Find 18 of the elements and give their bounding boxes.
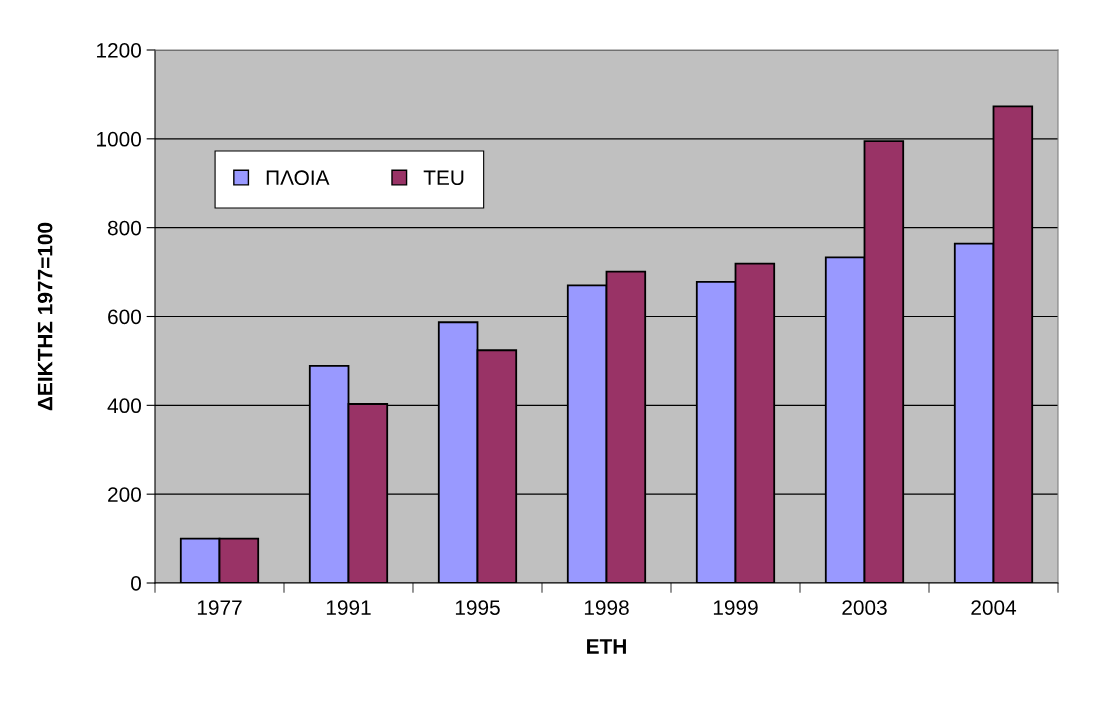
x-tick-label: 1977: [197, 600, 242, 615]
y-tick-label: 200: [108, 487, 141, 502]
y-tick-label: 1200: [97, 43, 141, 58]
legend-label: TEU: [423, 170, 464, 186]
legend-label: ΠΛΟΙΑ: [266, 170, 330, 186]
x-tick-label: 1991: [326, 600, 371, 615]
y-tick-label: 0: [131, 576, 141, 591]
x-axis-title: ΕΤΗ: [587, 639, 626, 654]
x-tick-label: 1995: [455, 600, 500, 615]
x-tick-label: 1998: [584, 600, 629, 615]
x-tick-label: 1999: [713, 600, 758, 615]
y-tick-label: 600: [108, 309, 141, 325]
y-axis-title: ΔΕΙΚΤΗΣ 1977=100: [37, 222, 53, 411]
x-tick-label: 2004: [971, 600, 1017, 615]
y-tick-label: 1000: [97, 131, 141, 147]
y-tick-label: 800: [107, 220, 141, 236]
x-tick-label: 2003: [842, 600, 887, 615]
y-tick-label: 400: [107, 398, 141, 414]
